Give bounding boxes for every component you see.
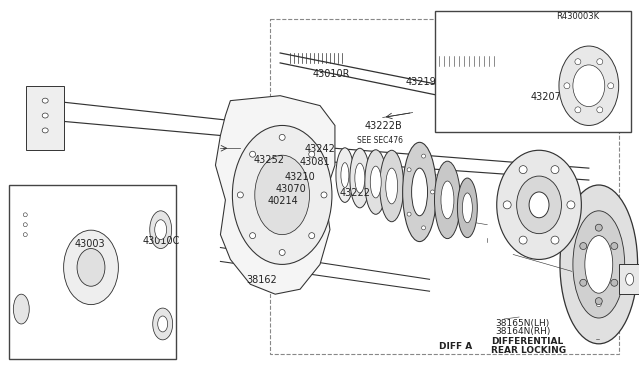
- Text: 43010R: 43010R: [312, 70, 350, 80]
- Ellipse shape: [308, 232, 315, 238]
- Text: 38164N(RH): 38164N(RH): [495, 327, 550, 336]
- Ellipse shape: [42, 128, 48, 133]
- Ellipse shape: [403, 142, 436, 241]
- Ellipse shape: [308, 151, 315, 157]
- Ellipse shape: [458, 178, 477, 238]
- Text: 43222: 43222: [339, 188, 370, 198]
- Ellipse shape: [516, 176, 561, 234]
- Ellipse shape: [560, 185, 637, 344]
- Ellipse shape: [341, 163, 349, 187]
- Text: 43219: 43219: [406, 77, 436, 87]
- Ellipse shape: [155, 220, 166, 240]
- Ellipse shape: [380, 150, 404, 222]
- Ellipse shape: [42, 113, 48, 118]
- Bar: [26, 86, 64, 150]
- Text: DIFFERENTIAL: DIFFERENTIAL: [491, 337, 563, 346]
- Ellipse shape: [503, 201, 511, 209]
- Ellipse shape: [422, 226, 426, 230]
- Ellipse shape: [441, 181, 454, 219]
- Ellipse shape: [407, 168, 411, 172]
- Bar: [435, 11, 630, 132]
- Ellipse shape: [157, 316, 168, 332]
- Ellipse shape: [559, 46, 619, 125]
- Text: 40214: 40214: [268, 196, 298, 206]
- Text: 43207: 43207: [531, 92, 561, 102]
- Ellipse shape: [431, 190, 435, 194]
- Ellipse shape: [611, 279, 618, 286]
- Ellipse shape: [595, 298, 602, 305]
- Text: R430003K: R430003K: [556, 12, 599, 21]
- Ellipse shape: [585, 235, 612, 293]
- Text: REAR LOCKING: REAR LOCKING: [491, 346, 566, 355]
- Ellipse shape: [580, 279, 587, 286]
- Text: 43081: 43081: [300, 157, 330, 167]
- Ellipse shape: [336, 148, 354, 202]
- Text: 43222B: 43222B: [365, 121, 403, 131]
- Ellipse shape: [250, 151, 255, 157]
- Ellipse shape: [42, 98, 48, 103]
- Ellipse shape: [608, 83, 614, 89]
- Ellipse shape: [23, 213, 28, 217]
- Ellipse shape: [371, 166, 381, 198]
- Text: 43070: 43070: [275, 184, 306, 194]
- Ellipse shape: [596, 302, 601, 307]
- Ellipse shape: [435, 161, 460, 238]
- Ellipse shape: [596, 59, 603, 65]
- Ellipse shape: [575, 107, 581, 113]
- Bar: [270, 19, 619, 354]
- Ellipse shape: [13, 294, 29, 324]
- Ellipse shape: [497, 150, 581, 259]
- Text: SEE SEC476: SEE SEC476: [357, 137, 403, 145]
- Bar: [619, 264, 640, 294]
- Ellipse shape: [564, 83, 570, 89]
- Ellipse shape: [355, 163, 365, 193]
- Ellipse shape: [567, 201, 575, 209]
- Ellipse shape: [573, 211, 625, 318]
- Ellipse shape: [23, 232, 28, 237]
- Ellipse shape: [350, 148, 370, 208]
- Text: DIFF A: DIFF A: [439, 342, 472, 351]
- Polygon shape: [216, 96, 335, 294]
- Ellipse shape: [595, 224, 602, 231]
- Text: 43252: 43252: [253, 155, 284, 165]
- Ellipse shape: [575, 59, 581, 65]
- Ellipse shape: [412, 168, 428, 216]
- Ellipse shape: [596, 107, 603, 113]
- Ellipse shape: [153, 308, 173, 340]
- Ellipse shape: [551, 236, 559, 244]
- Ellipse shape: [422, 154, 426, 158]
- Ellipse shape: [580, 243, 587, 250]
- Ellipse shape: [551, 166, 559, 174]
- Ellipse shape: [365, 150, 387, 214]
- Ellipse shape: [611, 243, 618, 250]
- Text: 38165N(LH): 38165N(LH): [495, 319, 550, 328]
- Ellipse shape: [279, 134, 285, 140]
- Ellipse shape: [321, 192, 327, 198]
- Ellipse shape: [529, 192, 549, 218]
- Text: 43242: 43242: [304, 144, 335, 154]
- Ellipse shape: [279, 250, 285, 256]
- Text: 38162: 38162: [246, 275, 278, 285]
- Text: 43003: 43003: [75, 239, 106, 249]
- Ellipse shape: [232, 125, 332, 264]
- Ellipse shape: [63, 230, 118, 305]
- Text: 43210: 43210: [284, 172, 315, 182]
- Bar: [10, 185, 175, 359]
- Ellipse shape: [573, 65, 605, 107]
- Ellipse shape: [462, 193, 472, 223]
- Ellipse shape: [519, 166, 527, 174]
- Ellipse shape: [23, 223, 28, 227]
- Ellipse shape: [386, 168, 397, 204]
- Ellipse shape: [237, 192, 243, 198]
- Bar: [13, 205, 35, 254]
- Ellipse shape: [77, 248, 105, 286]
- Ellipse shape: [519, 236, 527, 244]
- Text: 43010C: 43010C: [143, 236, 180, 246]
- Ellipse shape: [594, 299, 604, 309]
- Ellipse shape: [250, 232, 255, 238]
- Ellipse shape: [626, 273, 634, 285]
- Ellipse shape: [255, 155, 310, 235]
- Ellipse shape: [407, 212, 411, 216]
- Ellipse shape: [150, 211, 172, 248]
